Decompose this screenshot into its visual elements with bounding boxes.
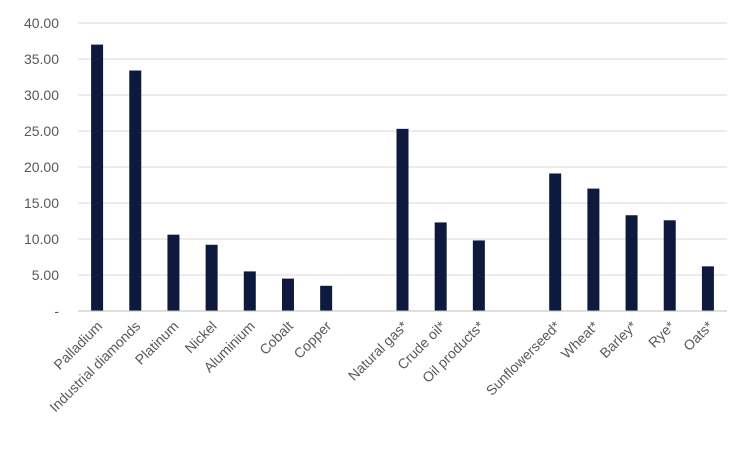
y-tick-label: 35.00 <box>24 51 59 67</box>
y-tick-label: 15.00 <box>24 195 59 211</box>
bar <box>243 271 256 311</box>
x-category-label: Natural gas* <box>345 317 411 383</box>
bar <box>549 173 562 311</box>
x-category-label: Oats* <box>680 317 716 353</box>
x-category-label: Copper <box>290 318 334 362</box>
y-tick-label: 40.00 <box>24 15 59 31</box>
y-tick-label: 25.00 <box>24 123 59 139</box>
bar <box>396 128 409 311</box>
bar <box>129 70 142 312</box>
bar <box>167 234 180 311</box>
bar <box>701 266 714 311</box>
bar <box>320 285 333 311</box>
bar <box>587 188 600 311</box>
bar <box>91 44 104 311</box>
y-axis-tick-labels: - 5.00 10.00 15.00 20.00 25.00 30.00 35.00 40.00 <box>24 15 59 319</box>
bar <box>281 278 294 311</box>
x-category-label: Wheat* <box>558 317 602 361</box>
x-category-label: Sunflowerseed* <box>483 317 564 398</box>
bars <box>91 44 714 312</box>
y-tick-label: 10.00 <box>24 231 59 247</box>
y-tick-label: 5.00 <box>32 267 59 283</box>
bar <box>205 244 218 311</box>
bar <box>663 220 676 311</box>
bar <box>625 215 638 311</box>
bar <box>434 222 447 311</box>
x-category-label: Rye* <box>645 317 678 350</box>
y-tick-label: - <box>54 303 59 319</box>
x-category-label: Barley* <box>596 317 640 361</box>
y-tick-label: 30.00 <box>24 87 59 103</box>
x-category-label: Cobalt <box>256 318 296 358</box>
bar <box>472 240 485 311</box>
y-tick-label: 20.00 <box>24 159 59 175</box>
